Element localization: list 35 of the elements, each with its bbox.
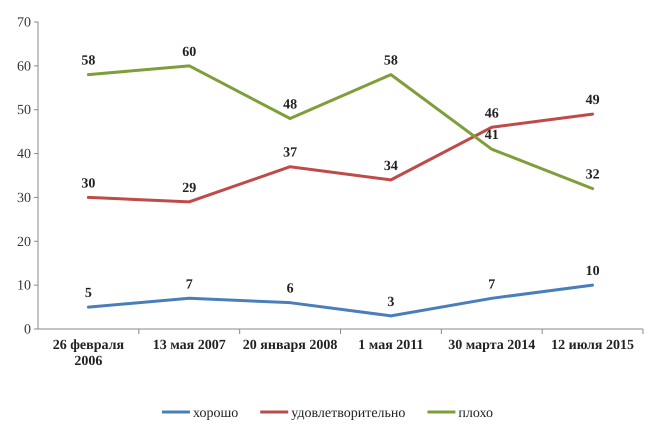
data-label: 48 (283, 97, 298, 112)
data-label: 58 (81, 54, 96, 69)
y-tick-label: 50 (17, 103, 31, 118)
data-label: 58 (384, 54, 398, 69)
x-tick-label: 26 февраля 2006 (52, 338, 124, 369)
x-tick-label: 30 марта 2014 (448, 338, 536, 353)
y-tick-label: 0 (24, 322, 31, 338)
data-label: 30 (81, 176, 96, 192)
legend-label: хорошо (192, 406, 238, 421)
y-tick-label: 30 (17, 190, 31, 206)
data-label: 6 (286, 282, 294, 297)
data-label: 34 (384, 158, 398, 174)
data-label: 60 (182, 44, 196, 60)
data-label: 37 (283, 146, 298, 161)
y-tick-label: 40 (17, 147, 31, 162)
data-label: 5 (84, 286, 92, 302)
data-label: 3 (387, 294, 394, 310)
y-tick-label: 60 (17, 59, 31, 74)
data-label: 10 (586, 264, 600, 280)
legend-label: плохо (458, 406, 494, 421)
x-tick-label: 1 мая 2011 (358, 338, 424, 353)
x-tick-label: 13 мая 2007 (152, 338, 226, 353)
x-tick-label: 12 июля 2015 (551, 338, 634, 353)
data-label: 49 (586, 93, 600, 108)
data-label: 32 (586, 168, 600, 183)
legend-label: удовлетворительно (291, 406, 406, 421)
data-label: 46 (484, 106, 499, 122)
data-label: 29 (182, 180, 196, 196)
y-tick-label: 20 (17, 234, 31, 250)
x-tick-label: 20 января 2008 (242, 338, 338, 353)
data-label: 7 (186, 277, 193, 292)
y-tick-label: 70 (17, 15, 31, 30)
y-tick-label: 10 (17, 278, 31, 294)
data-label: 7 (488, 277, 496, 292)
data-label: 41 (484, 128, 499, 144)
